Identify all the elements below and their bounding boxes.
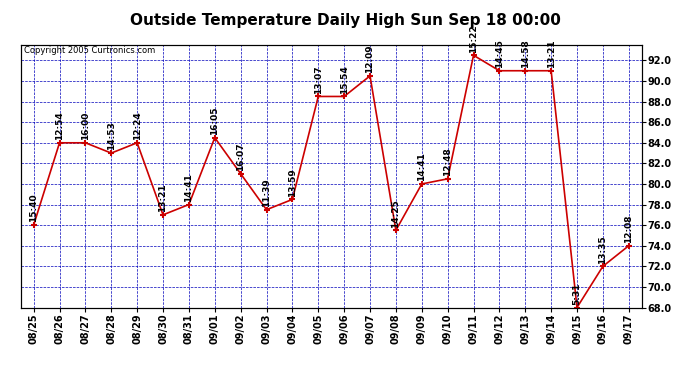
- Text: 16:07: 16:07: [236, 142, 245, 171]
- Text: Copyright 2005 Curtronics.com: Copyright 2005 Curtronics.com: [23, 46, 155, 56]
- Text: 5:31: 5:31: [573, 282, 582, 305]
- Text: 14:41: 14:41: [417, 152, 426, 181]
- Text: 14:58: 14:58: [521, 39, 530, 68]
- Text: 14:25: 14:25: [391, 199, 400, 228]
- Text: 15:40: 15:40: [29, 194, 38, 222]
- Text: 13:21: 13:21: [546, 39, 555, 68]
- Text: 14:45: 14:45: [495, 39, 504, 68]
- Text: 16:05: 16:05: [210, 106, 219, 135]
- Text: 13:21: 13:21: [159, 183, 168, 212]
- Text: 13:35: 13:35: [598, 235, 607, 264]
- Text: 12:08: 12:08: [624, 214, 633, 243]
- Text: 15:22: 15:22: [469, 24, 478, 52]
- Text: 11:39: 11:39: [262, 178, 271, 207]
- Text: 13:59: 13:59: [288, 168, 297, 196]
- Text: 12:24: 12:24: [132, 111, 141, 140]
- Text: 16:00: 16:00: [81, 112, 90, 140]
- Text: 12:48: 12:48: [443, 147, 452, 176]
- Text: 13:07: 13:07: [314, 65, 323, 94]
- Text: Outside Temperature Daily High Sun Sep 18 00:00: Outside Temperature Daily High Sun Sep 1…: [130, 13, 560, 28]
- Text: 14:41: 14:41: [184, 173, 193, 202]
- Text: 12:54: 12:54: [55, 111, 64, 140]
- Text: 15:54: 15:54: [339, 65, 348, 94]
- Text: 14:53: 14:53: [107, 122, 116, 150]
- Text: 12:09: 12:09: [366, 45, 375, 73]
